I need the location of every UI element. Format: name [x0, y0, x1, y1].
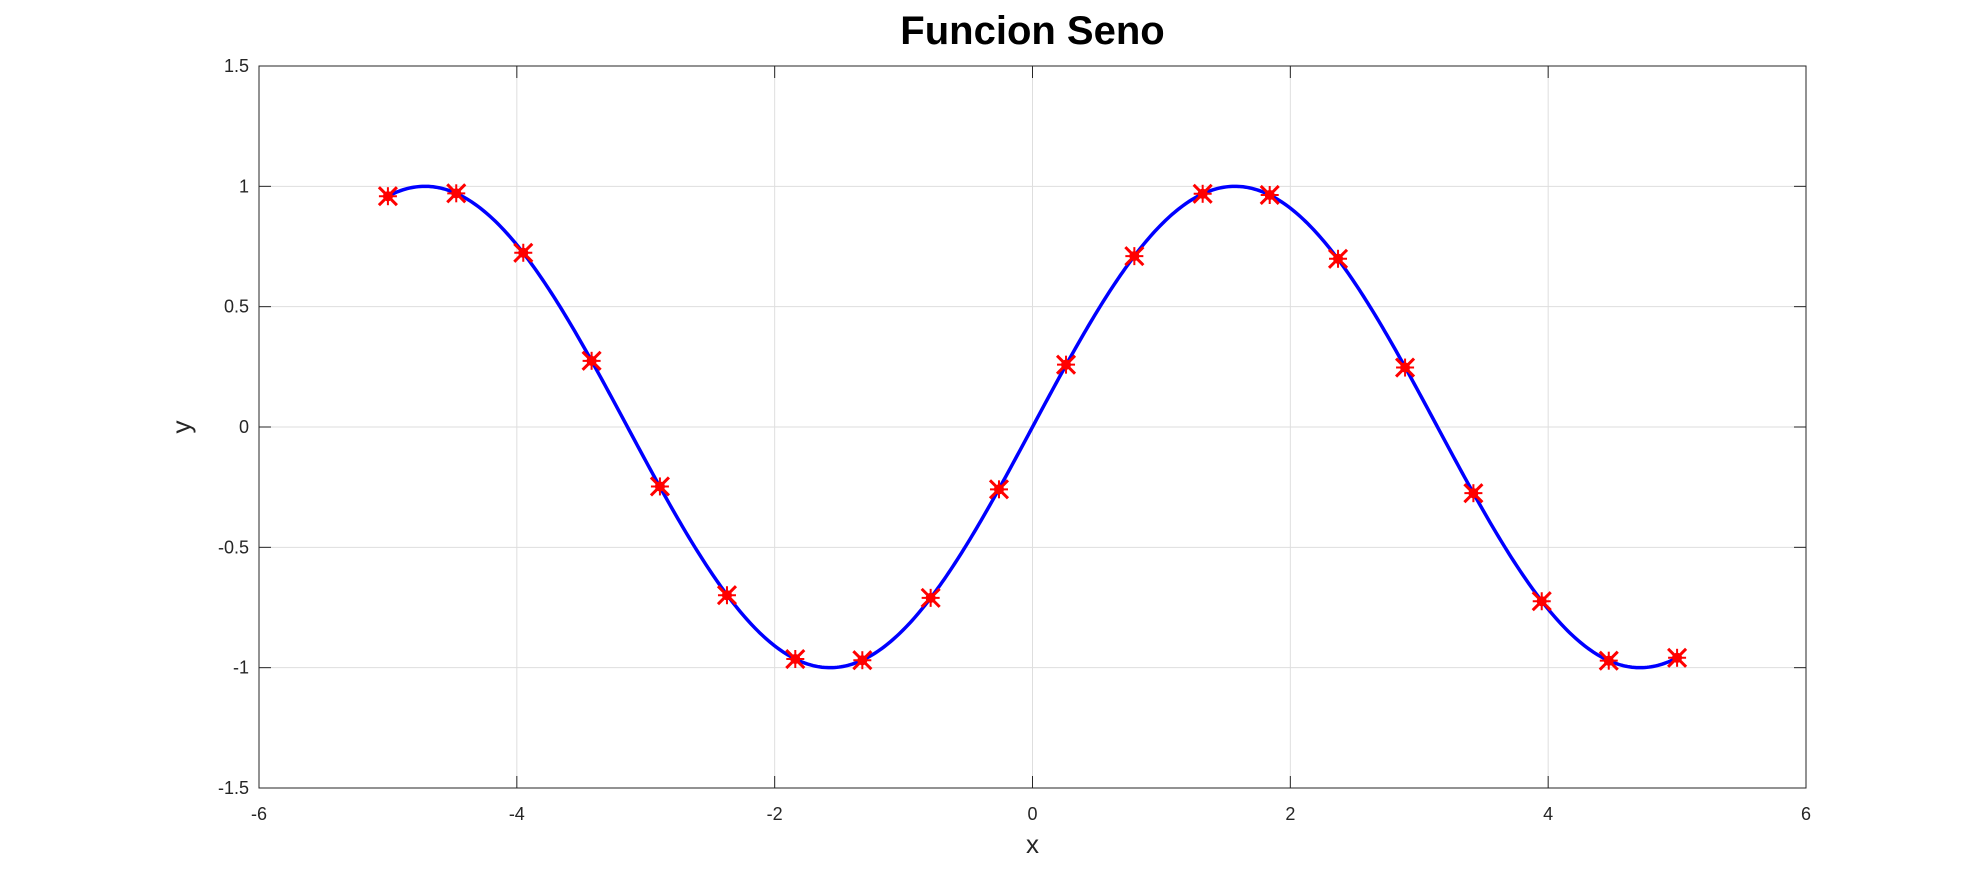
- chart-title: Funcion Seno: [900, 9, 1164, 53]
- data-point: [446, 183, 467, 204]
- data-point: [1124, 246, 1145, 267]
- x-axis-label: x: [1026, 829, 1039, 859]
- y-tick-label: -0.5: [218, 537, 249, 557]
- data-point: [1055, 354, 1077, 375]
- x-tick-label: 6: [1801, 804, 1811, 824]
- x-tick-label: -6: [251, 804, 267, 824]
- data-point: [581, 350, 602, 371]
- x-tick-label: -4: [509, 804, 525, 824]
- y-tick-label: 1: [239, 176, 249, 196]
- data-point: [852, 650, 873, 671]
- sine-curve: [387, 184, 1678, 670]
- data-point: [1531, 591, 1552, 612]
- data-point: [1598, 650, 1619, 671]
- data-point: [513, 242, 534, 263]
- data-point: [1463, 483, 1484, 504]
- data-point: [920, 587, 941, 608]
- data-point: [1259, 184, 1280, 206]
- data-point: [1192, 183, 1213, 204]
- y-tick-label: 0.5: [224, 297, 249, 317]
- y-axis-label: y: [166, 421, 196, 434]
- x-tick-label: 2: [1285, 804, 1295, 824]
- data-point: [716, 585, 738, 606]
- data-point: [649, 476, 670, 497]
- data-point: [1395, 357, 1416, 378]
- data-point: [988, 479, 1010, 500]
- x-tick-label: 0: [1027, 804, 1037, 824]
- data-point: [1327, 248, 1349, 269]
- axis-ticks: -6 -4 -2 0 2 4 6 -1.5 -1 -0.5 0 0.5 1 1.5: [218, 56, 1811, 824]
- data-point: [1667, 647, 1688, 668]
- series: [377, 183, 1688, 671]
- y-tick-label: -1.5: [218, 778, 249, 798]
- y-tick-label: -1: [233, 658, 249, 678]
- data-point: [785, 648, 806, 670]
- y-tick-label: 1.5: [224, 56, 249, 76]
- x-tick-label: 4: [1543, 804, 1553, 824]
- data-point: [377, 186, 398, 207]
- x-tick-label: -2: [767, 804, 783, 824]
- y-tick-label: 0: [239, 417, 249, 437]
